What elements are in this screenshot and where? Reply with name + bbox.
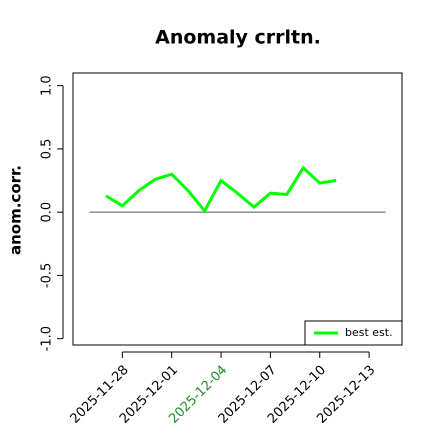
y-axis-label: anom.corr. <box>7 165 25 255</box>
chart-title: Anomaly crrltn. <box>155 27 321 49</box>
y-tick-label: 0.5 <box>40 139 55 160</box>
plot-frame <box>72 72 403 346</box>
legend-label: best est. <box>345 326 393 339</box>
y-tick-label: 1.0 <box>40 75 55 96</box>
y-tick-label: -1.0 <box>40 326 55 351</box>
y-tick-label: -0.5 <box>40 263 55 288</box>
y-tick-label: 0.0 <box>40 202 55 223</box>
data-line <box>105 165 337 214</box>
